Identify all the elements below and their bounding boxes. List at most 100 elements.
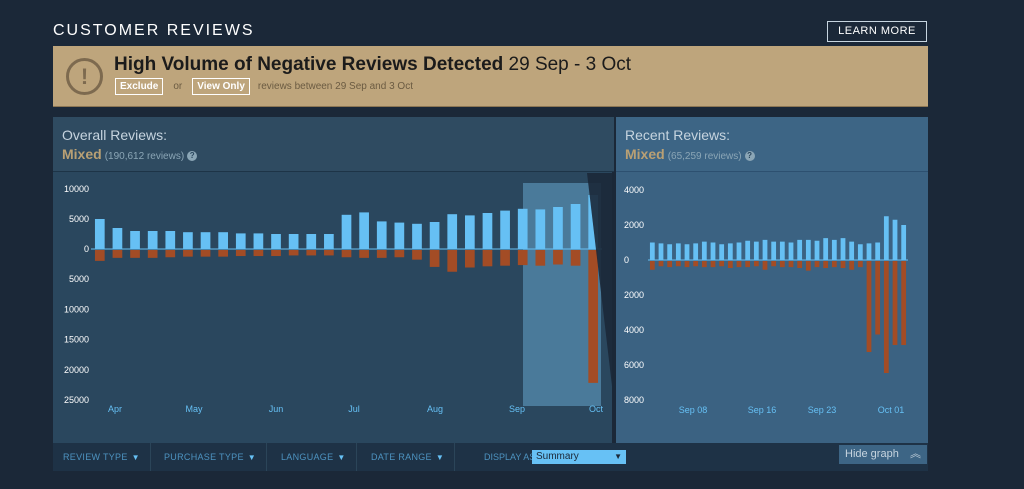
positive-bar <box>147 231 158 249</box>
y-tick-label: 4000 <box>624 185 644 195</box>
positive-bar <box>482 213 493 249</box>
overall-reviews-header: Overall Reviews: Mixed (190,612 reviews)? <box>53 117 614 172</box>
positive-bar <box>805 239 811 260</box>
negative-bar <box>701 261 707 268</box>
caret-down-icon: ▼ <box>131 453 140 462</box>
x-tick-label: Sep <box>509 404 525 414</box>
positive-bar <box>875 242 881 260</box>
negative-bar <box>797 261 803 268</box>
negative-bar <box>165 250 176 258</box>
positive-bar <box>94 219 105 249</box>
overall-reviews-chart[interactable]: 10000 5000 0 5000 10000 15000 20000 25000 Apr May… <box>53 173 614 443</box>
display-as-select[interactable]: Summary ▼ <box>532 450 626 464</box>
positive-bar <box>649 242 655 260</box>
positive-bar <box>235 233 246 249</box>
negative-bar <box>200 250 211 257</box>
review-type-label: REVIEW TYPE <box>63 452 128 462</box>
negative-bar <box>253 250 264 257</box>
negative-bar <box>500 250 510 266</box>
negative-bar <box>771 261 777 267</box>
positive-bar <box>165 231 176 249</box>
overall-reviews-score: Mixed (190,612 reviews)? <box>62 146 198 162</box>
y-tick-label: 15000 <box>64 335 89 345</box>
positive-bar <box>271 234 281 249</box>
negative-bar <box>288 250 299 256</box>
exclude-button[interactable]: Exclude <box>115 78 164 95</box>
negative-bar <box>588 250 599 383</box>
negative-bar <box>710 261 716 268</box>
y-tick-label: 20000 <box>64 365 89 375</box>
review-type-filter[interactable]: REVIEW TYPE ▼ <box>53 443 151 471</box>
positive-bar <box>745 240 751 260</box>
negative-bar <box>271 250 281 257</box>
positive-bar <box>693 243 699 260</box>
recent-reviews-chart[interactable]: 4000 2000 0 2000 4000 6000 8000 Sep 08 Sep 16 Sep… <box>616 173 928 443</box>
caret-down-icon: ▼ <box>247 453 256 462</box>
x-tick-label: Oct 01 <box>878 405 905 415</box>
negative-bar <box>866 261 872 352</box>
positive-bar <box>658 243 664 260</box>
negative-bar <box>94 250 105 261</box>
panel-connector <box>587 173 614 403</box>
positive-bar <box>701 241 707 260</box>
language-filter[interactable]: LANGUAGE ▼ <box>271 443 357 471</box>
x-tick-label: Oct <box>589 404 604 414</box>
positive-bar <box>306 234 317 249</box>
x-tick-label: Apr <box>108 404 122 414</box>
negative-bar <box>658 261 664 267</box>
negative-bar <box>857 261 863 268</box>
positive-bar <box>814 240 820 260</box>
language-label: LANGUAGE <box>281 452 334 462</box>
help-icon[interactable]: ? <box>187 151 198 161</box>
positive-bar <box>218 232 229 249</box>
y-tick-label: 6000 <box>624 360 644 370</box>
caret-down-icon: ▼ <box>435 453 445 462</box>
positive-bar <box>112 228 123 249</box>
learn-more-button[interactable]: LEARN MORE <box>827 21 927 42</box>
y-tick-label: 2000 <box>624 290 644 300</box>
negative-bar <box>447 250 458 272</box>
alert-controls: Exclude or View Only reviews between 29 … <box>115 78 413 95</box>
positive-bar <box>719 244 725 260</box>
y-tick-label: 10000 <box>64 304 89 314</box>
positive-bar <box>359 212 369 249</box>
positive-bar <box>831 239 837 260</box>
alert-title: High Volume of Negative Reviews Detected… <box>114 54 631 76</box>
negative-bar <box>675 261 681 267</box>
recent-review-count: (65,259 reviews) <box>667 151 742 162</box>
negative-bar <box>412 250 422 260</box>
positive-bar <box>753 241 759 260</box>
y-tick-label: 4000 <box>624 325 644 335</box>
y-tick-label: 5000 <box>69 214 89 224</box>
positive-bar <box>535 209 546 249</box>
positive-bar <box>667 244 673 260</box>
purchase-type-filter[interactable]: PURCHASE TYPE ▼ <box>154 443 267 471</box>
negative-bar <box>684 261 690 268</box>
help-icon[interactable]: ? <box>744 151 755 161</box>
positive-bar <box>447 214 458 249</box>
date-range-filter[interactable]: DATE RANGE ▼ <box>361 443 456 471</box>
y-tick-label: 5000 <box>69 274 89 284</box>
alert-range-text: reviews between 29 Sep and 3 Oct <box>257 81 413 92</box>
negative-bar <box>306 250 317 256</box>
positive-bar <box>570 204 581 249</box>
negative-bar <box>341 250 352 258</box>
negative-bar <box>814 261 820 268</box>
positive-bar <box>464 215 475 249</box>
date-range-label: DATE RANGE <box>371 452 432 462</box>
positive-bar <box>183 232 193 249</box>
exclamation-circle-icon: ! <box>66 58 103 95</box>
positive-bar <box>710 242 716 260</box>
negative-bar <box>464 250 475 268</box>
hide-graph-button[interactable]: Hide graph ︽ <box>839 445 927 464</box>
negative-bar <box>840 261 846 268</box>
positive-bar <box>797 239 803 260</box>
caret-down-icon: ▼ <box>337 453 346 462</box>
negative-bar <box>359 250 369 258</box>
positive-bar <box>200 232 211 249</box>
view-only-button[interactable]: View Only <box>192 78 250 95</box>
negative-bar <box>429 250 440 267</box>
positive-bar <box>684 244 690 260</box>
y-tick-label: 25000 <box>64 395 89 405</box>
negative-bar <box>849 261 855 270</box>
